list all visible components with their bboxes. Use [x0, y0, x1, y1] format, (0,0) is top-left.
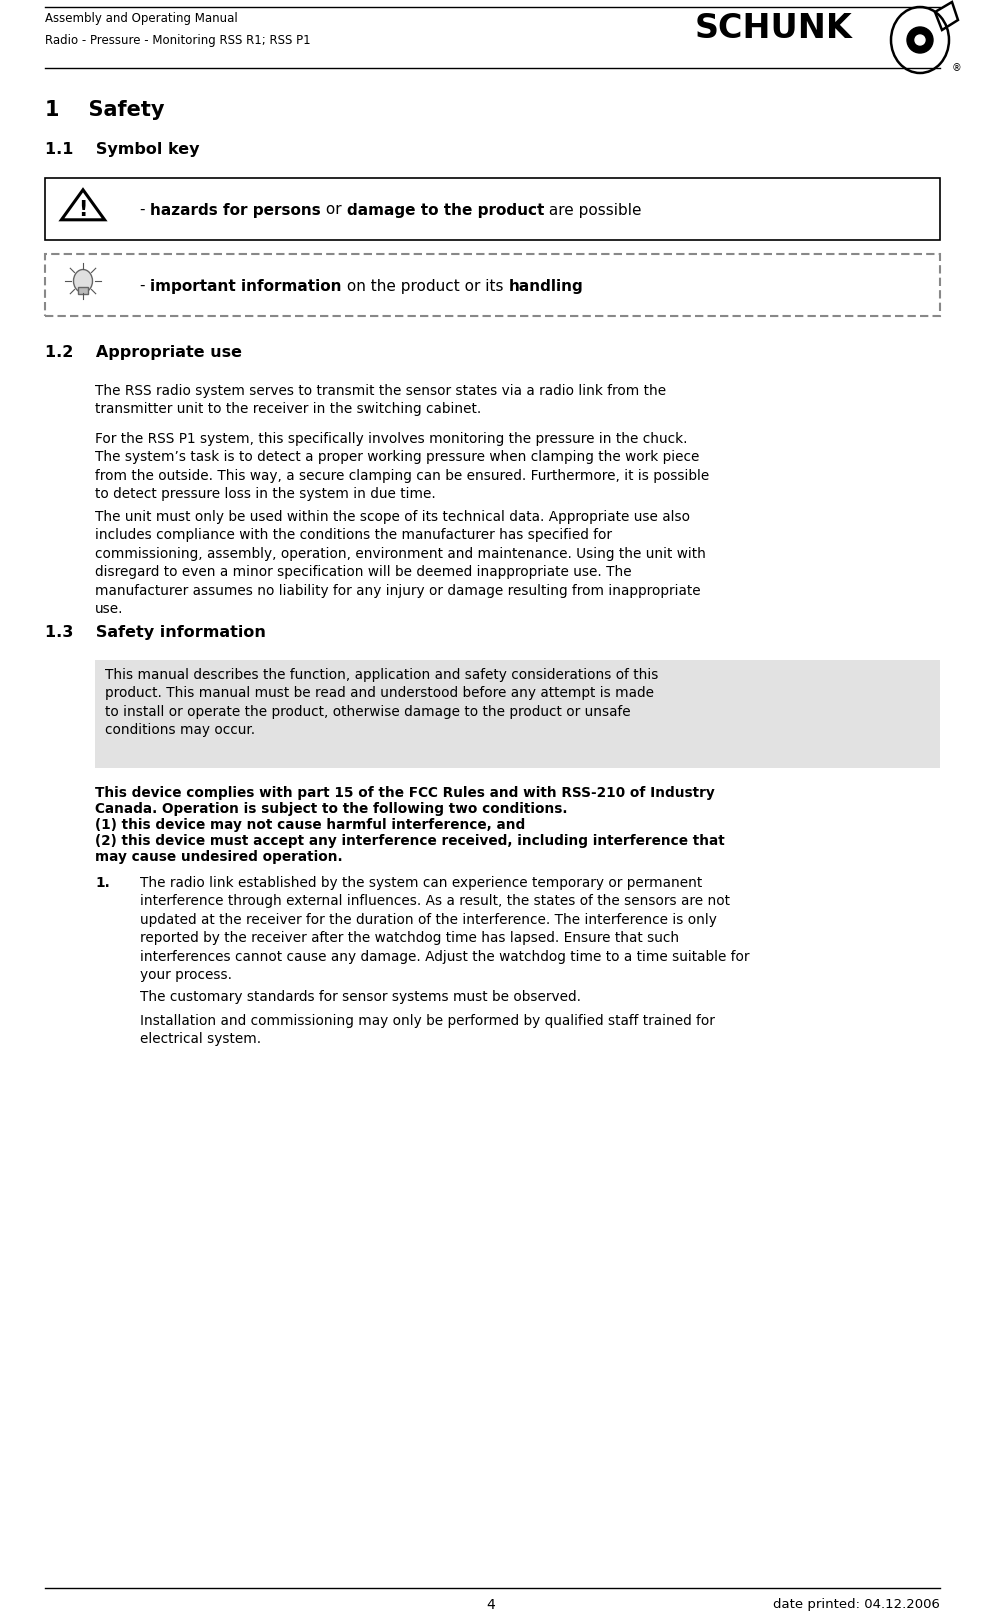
Text: 1    Safety: 1 Safety: [45, 100, 165, 120]
Text: ®: ®: [952, 63, 961, 73]
Text: -: -: [140, 279, 150, 293]
Text: The unit must only be used within the scope of its technical data. Appropriate u: The unit must only be used within the sc…: [95, 510, 706, 616]
Text: The radio link established by the system can experience temporary or permanent
i: The radio link established by the system…: [140, 876, 749, 982]
Text: hazards for persons: hazards for persons: [150, 202, 321, 217]
Text: important information: important information: [150, 279, 341, 293]
Text: The customary standards for sensor systems must be observed.: The customary standards for sensor syste…: [140, 990, 581, 1004]
Text: on the product or its: on the product or its: [341, 279, 508, 293]
Circle shape: [907, 28, 933, 53]
Text: are possible: are possible: [544, 202, 642, 217]
Text: !: !: [78, 201, 87, 220]
Text: or: or: [321, 202, 346, 217]
Text: handling: handling: [508, 279, 583, 293]
Text: (1) this device may not cause harmful interference, and: (1) this device may not cause harmful in…: [95, 818, 525, 833]
Bar: [95, 659, 940, 768]
Text: 1.1    Symbol key: 1.1 Symbol key: [45, 143, 199, 157]
Text: -: -: [140, 202, 150, 217]
Text: SCHUNK: SCHUNK: [695, 11, 852, 45]
Text: This manual describes the function, application and safety considerations of thi: This manual describes the function, appl…: [105, 667, 658, 737]
Text: Installation and commissioning may only be performed by qualified staff trained : Installation and commissioning may only …: [140, 1014, 715, 1047]
Text: For the RSS P1 system, this specifically involves monitoring the pressure in the: For the RSS P1 system, this specifically…: [95, 433, 709, 501]
Ellipse shape: [74, 269, 92, 293]
Text: 1.2    Appropriate use: 1.2 Appropriate use: [45, 345, 242, 360]
Text: The RSS radio system serves to transmit the sensor states via a radio link from : The RSS radio system serves to transmit …: [95, 384, 666, 416]
Text: may cause undesired operation.: may cause undesired operation.: [95, 850, 342, 863]
Bar: [78, 287, 88, 293]
Text: Canada. Operation is subject to the following two conditions.: Canada. Operation is subject to the foll…: [95, 802, 567, 816]
Text: This device complies with part 15 of the FCC Rules and with RSS-210 of Industry: This device complies with part 15 of the…: [95, 786, 715, 800]
Text: 1.3    Safety information: 1.3 Safety information: [45, 625, 266, 640]
Bar: [45, 178, 940, 240]
Text: Assembly and Operating Manual: Assembly and Operating Manual: [45, 11, 237, 24]
Bar: [45, 254, 940, 316]
Circle shape: [915, 36, 925, 45]
Text: Radio - Pressure - Monitoring RSS R1; RSS P1: Radio - Pressure - Monitoring RSS R1; RS…: [45, 34, 311, 47]
Text: (2) this device must accept any interference received, including interference th: (2) this device must accept any interfer…: [95, 834, 725, 847]
Text: damage to the product: damage to the product: [346, 202, 544, 217]
Text: 4: 4: [487, 1597, 494, 1612]
Text: 1.: 1.: [95, 876, 110, 889]
Text: date printed: 04.12.2006: date printed: 04.12.2006: [773, 1597, 940, 1610]
